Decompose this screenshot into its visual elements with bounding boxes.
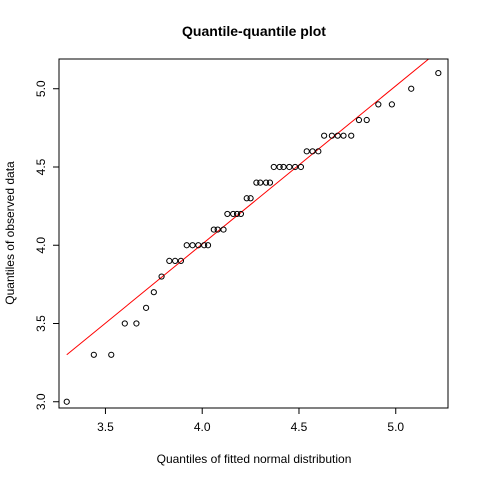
data-point <box>340 132 347 139</box>
y-tick-label: 3.0 <box>34 393 48 410</box>
data-point <box>142 304 150 311</box>
data-point <box>233 210 241 218</box>
data-point <box>363 116 370 124</box>
y-tick-label: 4.5 <box>34 158 48 175</box>
data-point <box>214 226 221 233</box>
x-tick-label: 5.0 <box>387 420 404 434</box>
data-point <box>280 163 287 171</box>
axis-ticks: 3.5 4.0 4.5 5.0 3.0 3.5 4.0 4.5 5.0 <box>34 80 404 434</box>
data-point <box>183 242 190 249</box>
reference-line <box>66 58 429 356</box>
data-point <box>150 289 157 296</box>
data-point <box>63 398 70 405</box>
chart-title: Quantile-quantile plot <box>182 23 326 39</box>
data-point <box>201 242 208 249</box>
data-point <box>108 351 115 358</box>
data-point <box>210 226 217 233</box>
data-point <box>270 163 277 171</box>
data-point <box>220 226 227 233</box>
data-point <box>204 242 212 249</box>
plot-frame <box>58 58 449 409</box>
data-point <box>348 132 355 139</box>
x-tick-label: 3.5 <box>97 420 114 434</box>
data-point <box>230 210 237 218</box>
data-point <box>297 163 305 171</box>
points-group <box>63 69 442 405</box>
data-point <box>172 257 179 264</box>
data-point <box>388 101 395 108</box>
data-point <box>266 179 274 186</box>
data-point <box>408 85 415 92</box>
y-tick-label: 3.5 <box>34 315 48 332</box>
data-point <box>257 179 264 186</box>
data-point <box>243 195 250 202</box>
reference-line-group <box>66 58 429 356</box>
x-tick-label: 4.5 <box>291 420 308 434</box>
data-point <box>292 163 299 171</box>
data-point <box>321 132 328 139</box>
data-point <box>262 179 270 186</box>
y-tick-label: 4.0 <box>34 237 48 254</box>
data-point <box>303 148 310 155</box>
data-point <box>286 163 293 171</box>
x-axis-label: Quantiles of fitted normal distribution <box>157 452 352 466</box>
data-point <box>224 210 231 218</box>
data-point <box>276 163 283 171</box>
data-point <box>195 242 202 249</box>
data-point <box>177 257 185 264</box>
data-point <box>253 179 260 186</box>
data-point <box>158 273 165 280</box>
y-axis-label: Quantiles of observed data <box>3 161 17 305</box>
data-point <box>121 320 128 327</box>
y-tick-label: 5.0 <box>34 80 48 97</box>
data-point <box>334 132 341 139</box>
data-point <box>90 351 97 358</box>
data-point <box>355 116 363 124</box>
data-point <box>166 257 173 264</box>
data-point <box>315 148 322 155</box>
data-point <box>133 320 140 327</box>
data-point <box>309 148 316 155</box>
x-tick-label: 4.0 <box>194 420 211 434</box>
data-point <box>375 101 382 108</box>
data-point <box>247 195 254 202</box>
data-point <box>328 132 335 139</box>
data-point <box>189 242 196 249</box>
data-point <box>237 210 245 218</box>
data-point <box>435 69 442 77</box>
